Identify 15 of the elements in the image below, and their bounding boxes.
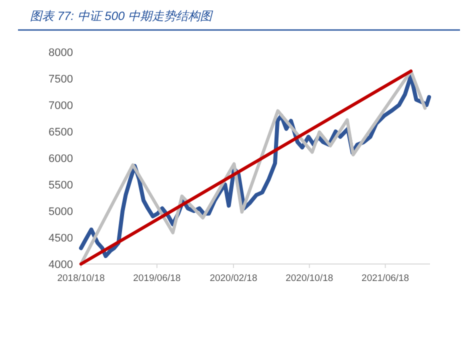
x-tick-label: 2020/10/18 [286,273,334,284]
y-tick-label: 5500 [48,180,73,192]
x-tick-label: 2020/02/18 [210,273,258,284]
y-tick-label: 5000 [48,206,73,218]
y-tick-label: 4000 [48,259,73,271]
x-tick-label: 2021/06/18 [362,273,410,284]
y-tick-label: 8000 [48,47,73,59]
x-tick-label: 2019/06/18 [133,273,181,284]
y-tick-label: 6500 [48,126,73,138]
y-tick-label: 6000 [48,153,73,165]
y-tick-label: 7500 [48,74,73,86]
x-tick-label: 2018/10/18 [57,273,105,284]
y-tick-label: 4500 [48,232,73,244]
chart-title: 图表 77: 中证 500 中期走势结构图 [30,9,214,23]
y-tick-label: 7000 [48,100,73,112]
